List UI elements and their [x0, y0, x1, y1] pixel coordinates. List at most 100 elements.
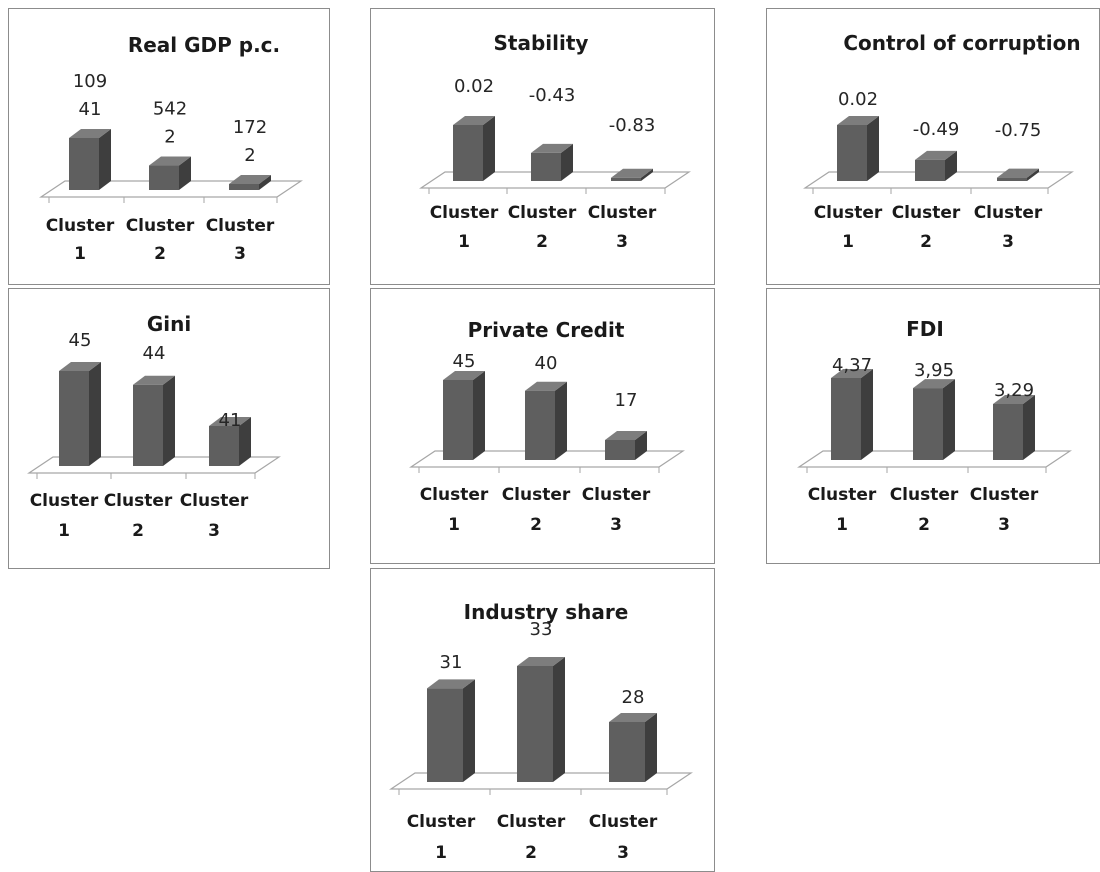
data-label: 542 [153, 99, 187, 120]
data-label: 28 [622, 687, 645, 708]
data-label: 3,95 [914, 360, 954, 381]
bar [59, 362, 101, 466]
category-label: Cluster [508, 203, 577, 223]
category-label: Cluster [430, 203, 499, 223]
chart-title: Private Credit [468, 318, 625, 342]
bar [149, 156, 191, 190]
category-label-number: 1 [435, 843, 447, 863]
bar [133, 375, 175, 466]
category-label: Cluster [497, 812, 566, 832]
category-label-number: 2 [920, 232, 932, 252]
category-label-number: 1 [448, 515, 460, 535]
bar [915, 150, 957, 181]
data-label: 3,29 [994, 380, 1034, 401]
category-label-number: 3 [616, 232, 628, 252]
data-label: 17 [615, 390, 638, 411]
bar [997, 168, 1039, 181]
category-label: Cluster [582, 485, 651, 505]
bar [913, 379, 955, 460]
category-label-number: 2 [536, 232, 548, 252]
chart-svg: Gini 45 Cluster 1 44 Cluster 2 41 Cluster 3 [27, 312, 281, 541]
category-label: Cluster [892, 203, 961, 223]
category-label: Cluster [104, 491, 173, 511]
bar [525, 381, 567, 460]
data-label: 2 [244, 145, 255, 166]
data-label: -0.83 [609, 115, 656, 136]
chart-title: Control of corruption [843, 31, 1080, 55]
bar [609, 713, 657, 782]
bar [611, 168, 653, 181]
data-label: 109 [73, 71, 107, 92]
panel-industry-share: Industry share 31 Cluster 1 33 Cluster 2 28 Clus… [370, 568, 715, 872]
chart-svg: Real GDP p.c. 109 41 Cluster 1 542 2 Cluster 2 17… [39, 33, 303, 264]
chart-svg: Control of corruption 0.02 Cluster 1 -0.49 Cl… [803, 31, 1081, 252]
category-label-number: 3 [617, 843, 629, 863]
panel-stability: Stability 0.02 Cluster 1 -0.43 Cluster 2 -0.83 C… [370, 8, 715, 285]
data-label: 31 [440, 652, 463, 673]
category-label-number: 3 [610, 515, 622, 535]
bar [993, 395, 1035, 460]
bar [427, 679, 475, 782]
category-label: Cluster [890, 485, 959, 505]
data-label: -0.49 [913, 119, 960, 140]
bar [837, 116, 879, 181]
bar [605, 431, 647, 460]
chart-title: Real GDP p.c. [128, 33, 280, 57]
category-label-number: 3 [998, 515, 1010, 535]
bar [831, 369, 873, 460]
chart-floor [419, 171, 691, 189]
category-label-number: 2 [530, 515, 542, 535]
category-label-number: 1 [836, 515, 848, 535]
category-label: Cluster [588, 203, 657, 223]
data-label: -0.43 [529, 85, 576, 106]
category-label-number: 2 [154, 244, 166, 264]
category-label: Cluster [814, 203, 883, 223]
category-label-number: 2 [525, 843, 537, 863]
panel-fdi: FDI 4,37 Cluster 1 3,95 Cluster 2 3,29 Cluster 3 [766, 288, 1100, 564]
category-label: Cluster [808, 485, 877, 505]
category-label: Cluster [420, 485, 489, 505]
category-label: Cluster [206, 216, 275, 236]
bar [229, 175, 271, 190]
chart-floor [797, 450, 1072, 468]
category-label: Cluster [589, 812, 658, 832]
chart-floor [27, 456, 281, 474]
category-label-number: 1 [74, 244, 86, 264]
category-label-number: 1 [842, 232, 854, 252]
data-label: 41 [219, 410, 242, 431]
chart-svg: Private Credit 45 Cluster 1 40 Cluster 2 17 Clus… [409, 318, 685, 535]
chart-floor [409, 450, 685, 468]
category-label-number: 2 [132, 521, 144, 541]
category-label: Cluster [180, 491, 249, 511]
panel-private-credit: Private Credit 45 Cluster 1 40 Cluster 2 17 Clus… [370, 288, 715, 564]
category-label-number: 1 [58, 521, 70, 541]
category-label: Cluster [46, 216, 115, 236]
category-label: Cluster [970, 485, 1039, 505]
data-label: 33 [530, 619, 553, 640]
category-label: Cluster [126, 216, 195, 236]
category-label-number: 3 [234, 244, 246, 264]
bar [69, 129, 111, 190]
chart-title: Stability [494, 31, 589, 55]
chart-floor [389, 772, 693, 790]
bar [443, 371, 485, 460]
data-label: 2 [164, 127, 175, 148]
data-label: 44 [143, 343, 166, 364]
category-label: Cluster [974, 203, 1043, 223]
chart-title: FDI [906, 317, 944, 341]
data-label: 4,37 [832, 355, 872, 376]
category-label-number: 3 [208, 521, 220, 541]
category-label-number: 1 [458, 232, 470, 252]
data-label: 0.02 [454, 76, 494, 97]
category-label: Cluster [407, 812, 476, 832]
bar [209, 417, 251, 466]
panel-gini: Gini 45 Cluster 1 44 Cluster 2 41 Cluster 3 [8, 288, 330, 569]
data-label: 172 [233, 117, 267, 138]
category-label: Cluster [502, 485, 571, 505]
chart-floor [803, 171, 1074, 189]
data-label: 45 [69, 330, 92, 351]
data-label: 45 [453, 351, 476, 372]
bar [517, 657, 565, 782]
bar [531, 143, 573, 181]
